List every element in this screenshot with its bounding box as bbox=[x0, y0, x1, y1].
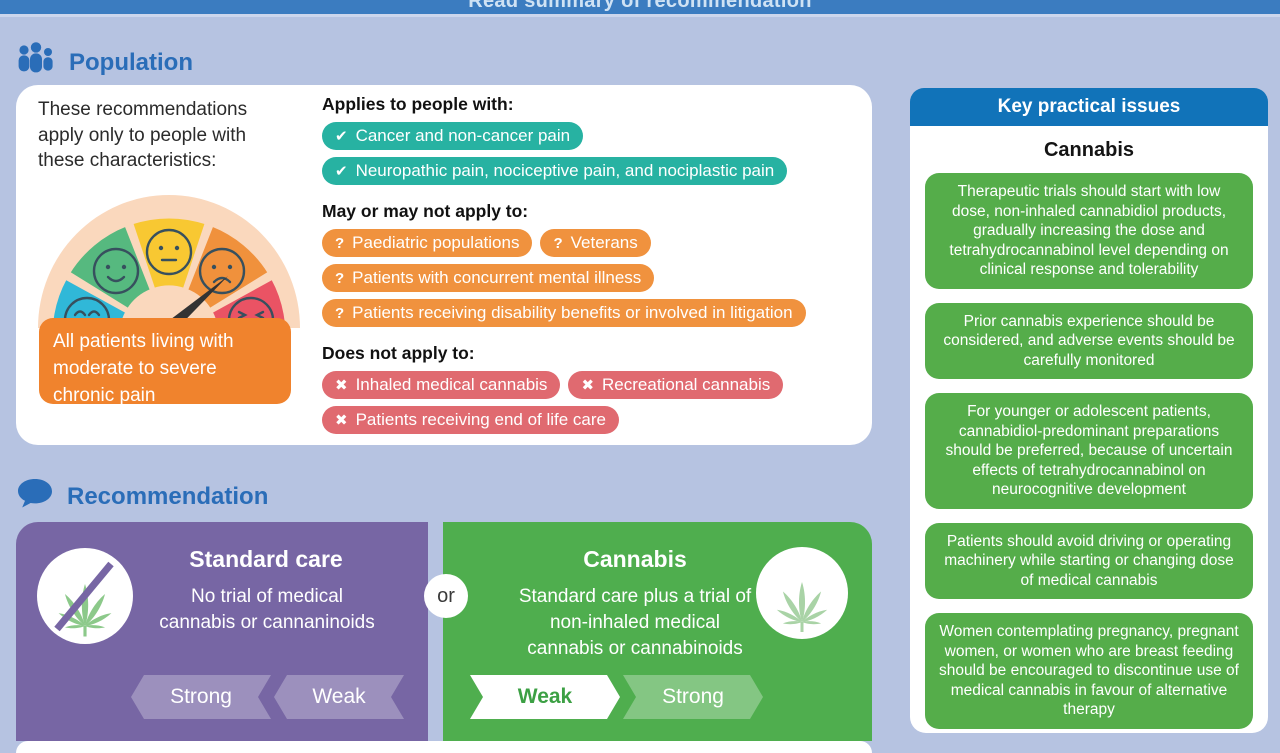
face-neutral bbox=[145, 228, 193, 276]
cannabis-description: Standard care plus a trial of non-inhale… bbox=[518, 586, 752, 659]
speech-bubble-icon bbox=[16, 477, 54, 516]
population-intro-text: These recommendations apply only to peop… bbox=[38, 99, 248, 171]
maybe-heading: May or may not apply to: bbox=[322, 201, 529, 221]
face-sad bbox=[198, 247, 246, 295]
strength-arrow-strong: Strong bbox=[131, 675, 271, 719]
maybe-pill: ? Patients receiving disability benefits … bbox=[322, 299, 806, 327]
cross-icon: ✖ bbox=[335, 376, 348, 394]
maybe-pill: ? Veterans bbox=[540, 229, 651, 257]
cross-icon: ✖ bbox=[335, 411, 348, 429]
not-apply-heading: Does not apply to: bbox=[322, 343, 475, 363]
not-apply-pill: ✖ Recreational cannabis bbox=[568, 371, 784, 399]
population-card: These recommendations apply only to peop… bbox=[16, 85, 872, 461]
not-apply-pill: ✖ Inhaled medical cannabis bbox=[322, 371, 561, 399]
practical-issue-item: Patients should avoid driving or operati… bbox=[925, 522, 1253, 599]
key-practical-issues-header: Key practical issues bbox=[910, 88, 1268, 126]
check-icon: ✔ bbox=[335, 127, 348, 145]
question-icon: ? bbox=[553, 234, 563, 252]
strength-arrow-strong: Strong bbox=[623, 675, 763, 719]
gauge-caption: All patients living with moderate to sev… bbox=[39, 318, 291, 406]
key-practical-issues-card: Cannabis Therapeutic trials should start… bbox=[910, 126, 1268, 733]
not-apply-pills: ✖ Inhaled medical cannabis ✖ Recreational … bbox=[322, 371, 822, 434]
cannabis-title: Cannabis bbox=[583, 546, 687, 572]
cannabis-leaf-icon bbox=[756, 547, 848, 639]
cross-icon: ✖ bbox=[581, 376, 595, 394]
no-cannabis-icon bbox=[37, 548, 133, 644]
practical-issue-item: Therapeutic trials should start with low… bbox=[925, 173, 1253, 289]
key-practical-issues-list: Therapeutic trials should start with low… bbox=[925, 173, 1253, 729]
population-section-header: Population bbox=[16, 42, 193, 83]
recommendation-section-header: Recommendation bbox=[16, 477, 268, 516]
applies-heading: Applies to people with: bbox=[322, 94, 514, 114]
maybe-pills: ? Paediatric populations ? Veterans ? Patie… bbox=[322, 229, 862, 327]
applies-pills: ✔ Cancer and non-cancer pain ✔ Neuropathic… bbox=[322, 122, 867, 185]
standard-care-title: Standard care bbox=[189, 546, 343, 572]
next-section-card-edge bbox=[16, 741, 872, 753]
applies-pill: ✔ Neuropathic pain, nociceptive pain, and… bbox=[322, 157, 788, 185]
practical-issue-item: Prior cannabis experience should be cons… bbox=[925, 302, 1253, 379]
practical-issue-item: Women contemplating pregnancy, pregnant … bbox=[925, 613, 1253, 729]
cannabis-panel: Cannabis Standard care plus a trial of n… bbox=[443, 522, 872, 741]
maybe-pill: ? Patients with concurrent mental illness bbox=[322, 264, 655, 292]
standard-care-description: No trial of medical cannabis or cannanin… bbox=[159, 586, 375, 633]
question-icon: ? bbox=[335, 269, 345, 287]
question-icon: ? bbox=[335, 304, 345, 322]
population-section-title: Population bbox=[69, 48, 193, 76]
key-practical-issues-title: Cannabis bbox=[1043, 139, 1135, 161]
strength-arrow-weak: Weak bbox=[274, 675, 404, 719]
recommendation-section-title: Recommendation bbox=[67, 482, 269, 510]
people-icon bbox=[16, 42, 56, 83]
read-summary-link[interactable]: Read summary of recommendation bbox=[468, 0, 812, 12]
strength-arrow-weak-selected: Weak bbox=[470, 675, 620, 719]
not-apply-pill: ✖ Patients receiving end of life care bbox=[322, 406, 619, 434]
or-connector: or bbox=[424, 574, 468, 618]
pain-gauge-illustration bbox=[38, 193, 300, 461]
maybe-pill: ? Paediatric populations bbox=[322, 229, 533, 257]
question-icon: ? bbox=[335, 234, 345, 252]
practical-issue-item: For younger or adolescent patients, cann… bbox=[925, 393, 1253, 509]
applies-pill: ✔ Cancer and non-cancer pain bbox=[322, 122, 584, 150]
face-happy bbox=[92, 247, 140, 295]
check-icon: ✔ bbox=[335, 162, 348, 180]
standard-care-panel: Standard care No trial of medical cannab… bbox=[16, 522, 428, 741]
top-bar: Read summary of recommendation bbox=[0, 0, 1280, 17]
criteria-column: Applies to people with: ✔ Cancer and non-… bbox=[322, 94, 867, 434]
